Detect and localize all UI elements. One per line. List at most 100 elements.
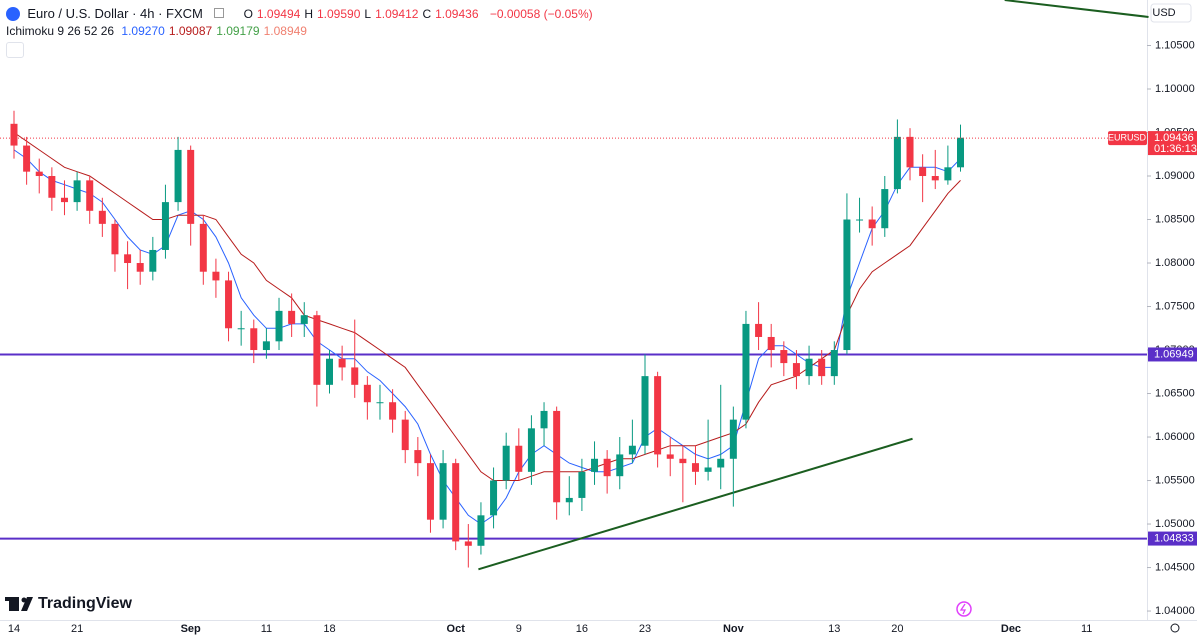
candle-body [931,176,939,181]
candle-body [805,358,813,377]
candle-body [830,350,838,377]
x-tick-label: 11 [1081,623,1092,635]
countdown: 01:36:13 [1154,143,1197,155]
candle-body [893,136,901,190]
candle-body [856,219,864,221]
candle-body [818,358,826,377]
candle-body [225,280,233,329]
ohlc-value: 1.09436 [435,7,479,21]
price-label-box [1148,531,1197,546]
candle-body [376,402,384,404]
y-tick-label: 1.09000 [1155,170,1195,182]
candle-body [641,376,649,446]
candle-body [401,419,409,451]
candle-body [919,167,927,177]
candle-body [515,445,523,472]
y-tick-label: 1.04000 [1155,605,1195,617]
candle-body [477,515,485,546]
currency-box[interactable] [1150,3,1192,23]
candle-body [149,249,157,272]
candle-body [654,376,662,455]
tool-icon[interactable] [214,8,225,18]
indicator-line [13,149,961,525]
y-tick-label: 1.10500 [1155,39,1195,51]
candle-body [906,136,914,168]
candle-body [73,180,81,203]
candle-body [351,367,359,385]
symbol-label-box [1108,131,1147,146]
candle-body [48,176,56,198]
candle-body [275,310,283,342]
indicator-value: 1.09087 [168,24,213,38]
candle-body [717,458,725,468]
candle-body [957,137,964,168]
ohlc-label: C [422,7,432,21]
y-tick-label: 1.04500 [1155,561,1195,573]
candle-body [414,450,422,464]
candle-body [452,463,460,542]
ohlc-value: 1.09412 [375,7,419,21]
symbol-row: Euro / U.S. Dollar · 4h · FXCM O 1.09494 H… [6,6,597,21]
ohlc-value: 1.09590 [316,7,361,21]
candle-body [35,171,43,177]
y-tick-label: 1.05500 [1155,474,1195,486]
candle-body [729,419,737,459]
candle-body [540,410,548,429]
goto-icon[interactable] [956,601,972,617]
y-tick-label: 1.05000 [1155,518,1195,530]
candle-body [944,167,952,181]
indicator-row: Ichimoku 9 26 52 26 1.09270 1.09087 1.0917… [6,24,315,38]
candle-body [60,197,68,203]
candle-body [490,480,498,516]
ohlc-value: 1.09494 [256,7,301,21]
y-axis: 1.04000 1.04500 1.05000 1.05500 1.06000 1.065… [1147,39,1195,617]
collapse-button[interactable] [6,42,24,58]
candle-body [389,402,397,420]
x-tick-label: Sep [181,623,201,635]
candle-body [98,210,106,224]
change: −0.00058 (−0.05%) [489,7,593,21]
x-tick-label: Nov [723,623,745,635]
candle-body [111,223,119,255]
candle-body [565,497,573,503]
indicator-value: 1.08949 [263,24,307,38]
x-tick-label: Oct [447,623,466,635]
x-tick-label: Dec [1001,623,1021,635]
indicator-value: 1.09270 [121,24,165,38]
candle-body [237,328,245,330]
candle-body [300,315,308,324]
indicator-name[interactable]: Ichimoku 9 26 52 26 [6,24,115,38]
candle-body [502,445,510,481]
price-label: 1.06949 [1154,348,1194,360]
symbol-label: EURUSD [1108,132,1147,142]
ohlc-label: O [243,7,253,21]
trendline [478,437,913,571]
candle-body [439,463,447,520]
y-tick-label: 1.08000 [1155,257,1195,269]
x-tick-label: 16 [576,623,588,635]
candle-body [527,428,535,472]
y-tick-label: 1.08500 [1155,213,1195,225]
candle-body [212,271,220,281]
y-tick-label: 1.06500 [1155,387,1195,399]
x-tick-label: 18 [323,623,335,635]
x-tick-label: 21 [71,623,83,635]
y-tick-label: 1.06000 [1155,431,1195,443]
candle-body [262,341,270,351]
symbol[interactable]: Euro / U.S. Dollar · 4h · FXCM [27,6,203,21]
brand-logo: TradingView [5,595,133,612]
settings-icon[interactable] [1170,623,1180,633]
brand: TradingView [38,595,133,612]
currency: USD [1152,7,1175,19]
x-tick-label: 9 [516,623,522,635]
candle-body [691,463,699,472]
symbol-icon [6,7,20,21]
trendline [1004,0,1149,18]
candle-body [23,145,31,172]
candle-body [767,336,775,351]
last-price-label: 1.09436 [1154,132,1194,144]
ohlc-label: H [304,7,313,21]
candle-body [603,458,611,477]
candle-body [628,445,636,455]
